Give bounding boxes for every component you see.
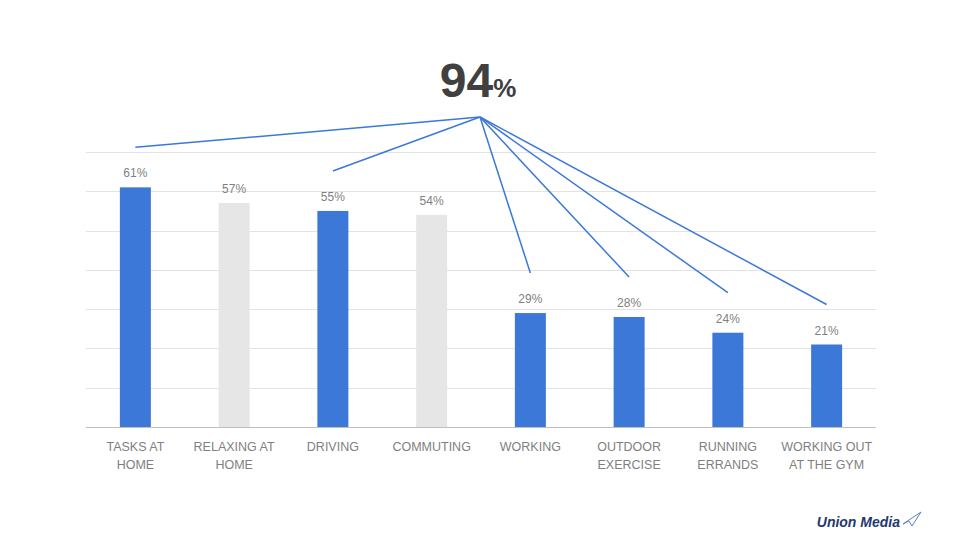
bar: [317, 211, 348, 427]
category-label-line: DRIVING: [307, 440, 359, 454]
category-label-line: WORKING: [500, 440, 561, 454]
category-label-line: RELAXING AT: [194, 440, 275, 454]
category-label-line: TASKS AT: [106, 440, 164, 454]
bar: [614, 317, 645, 427]
logo-icon: [903, 512, 921, 526]
data-label: 29%: [518, 292, 542, 306]
category-label: COMMUTING: [392, 440, 470, 454]
bar: [811, 345, 842, 428]
data-label: 57%: [222, 182, 246, 196]
bar: [120, 187, 151, 427]
connector-line: [480, 117, 728, 293]
category-label-line: HOME: [215, 458, 253, 472]
bars: [120, 187, 842, 427]
category-label: DRIVING: [307, 440, 359, 454]
grid: [86, 153, 876, 428]
category-label: RELAXING AT HOME: [194, 440, 275, 472]
category-label: RUNNING ERRANDS: [697, 440, 758, 472]
data-label: 55%: [321, 190, 345, 204]
grid-line: [86, 191, 876, 192]
category-label: OUTDOOR EXERCISE: [597, 440, 661, 472]
bar: [712, 333, 743, 427]
category-label-line: OUTDOOR: [597, 440, 661, 454]
connector-line: [135, 117, 480, 147]
connector-line: [480, 117, 827, 305]
title-number: 94: [440, 54, 494, 107]
data-label: 54%: [420, 194, 444, 208]
category-label: WORKING OUT AT THE GYM: [781, 440, 872, 472]
connectors: [135, 117, 826, 305]
connector-line: [480, 117, 629, 277]
category-label-line: COMMUTING: [392, 440, 470, 454]
data-label: 24%: [716, 312, 740, 326]
chart: 61%57%55%54%29%28%24%21%TASKS ATHOMERELA…: [0, 0, 960, 539]
data-label: 61%: [123, 166, 147, 180]
title: 94%: [440, 54, 517, 107]
category-label-line: ERRANDS: [697, 458, 758, 472]
title-unit: %: [493, 73, 516, 103]
category-label-line: WORKING OUT: [781, 440, 872, 454]
grid-line: [86, 427, 876, 428]
grid-line: [86, 231, 876, 232]
bar: [416, 215, 447, 427]
grid-line: [86, 309, 876, 310]
connector-line: [333, 117, 480, 171]
data-label: 21%: [815, 324, 839, 338]
category-label: TASKS AT HOME: [106, 440, 164, 472]
bar: [515, 313, 546, 427]
category-label-line: EXERCISE: [598, 458, 661, 472]
bar: [219, 203, 250, 427]
category-label-line: RUNNING: [699, 440, 757, 454]
grid-line: [86, 348, 876, 349]
grid-line: [86, 388, 876, 389]
grid-line: [86, 270, 876, 271]
category-label: WORKING: [500, 440, 561, 454]
logo-text: Union Media: [817, 514, 900, 530]
data-label: 28%: [617, 296, 641, 310]
category-label-line: AT THE GYM: [789, 458, 864, 472]
grid-line: [86, 152, 876, 153]
category-label-line: HOME: [117, 458, 155, 472]
